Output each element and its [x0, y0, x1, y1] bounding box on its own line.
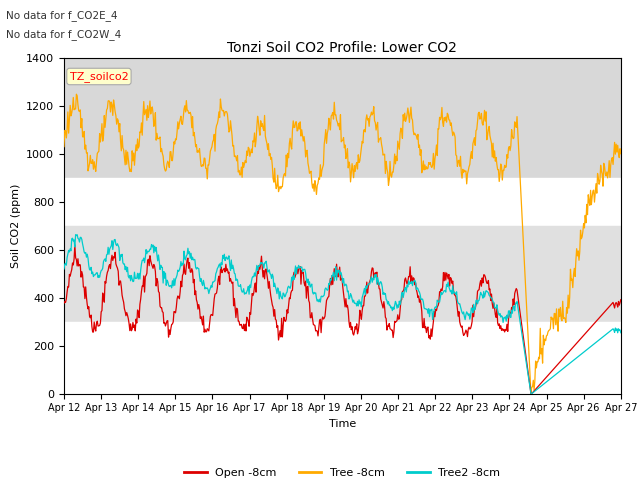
Text: TZ_soilco2: TZ_soilco2: [70, 71, 128, 82]
Text: No data for f_CO2E_4: No data for f_CO2E_4: [6, 10, 118, 21]
Text: No data for f_CO2W_4: No data for f_CO2W_4: [6, 29, 122, 40]
Bar: [64, 178, 621, 226]
Title: Tonzi Soil CO2 Profile: Lower CO2: Tonzi Soil CO2 Profile: Lower CO2: [227, 41, 458, 55]
Y-axis label: Soil CO2 (ppm): Soil CO2 (ppm): [11, 183, 20, 268]
Bar: [64, 226, 621, 322]
X-axis label: Time: Time: [329, 419, 356, 429]
Bar: [64, 322, 621, 394]
Bar: [64, 58, 621, 178]
Legend: Open -8cm, Tree -8cm, Tree2 -8cm: Open -8cm, Tree -8cm, Tree2 -8cm: [180, 463, 505, 480]
